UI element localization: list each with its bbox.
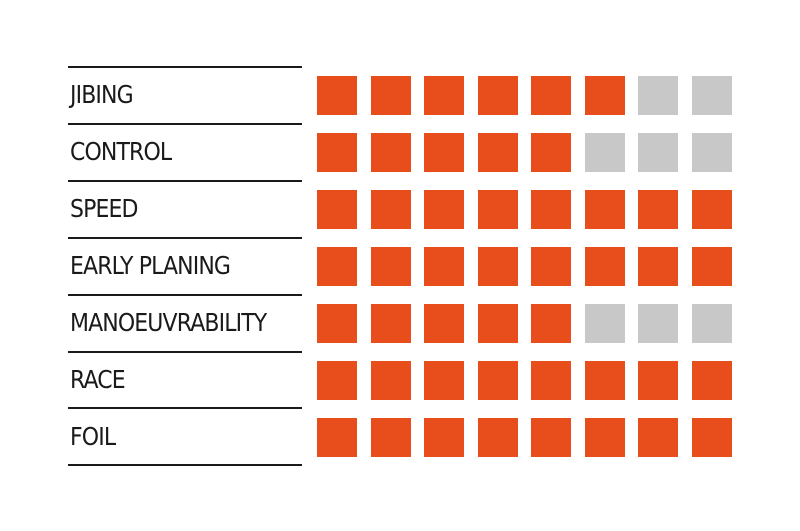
rating-square-filled: [585, 76, 625, 115]
rating-square-filled: [478, 76, 518, 115]
rating-square-filled: [638, 247, 678, 286]
category-label: SPEED: [70, 194, 138, 223]
rating-square-filled: [317, 133, 357, 172]
rating-square-filled: [585, 418, 625, 457]
rating-square-filled: [424, 133, 464, 172]
rating-square-filled: [371, 133, 411, 172]
rating-square-empty: [585, 304, 625, 343]
rating-square-filled: [371, 247, 411, 286]
rating-square-filled: [424, 304, 464, 343]
rating-square-filled: [317, 190, 357, 229]
rating-square-filled: [371, 361, 411, 400]
row-divider: [68, 464, 302, 466]
rating-square-filled: [692, 418, 732, 457]
row-divider: [68, 237, 302, 239]
rating-square-filled: [638, 361, 678, 400]
row-divider: [68, 66, 302, 68]
rating-square-empty: [638, 133, 678, 172]
rating-square-empty: [638, 76, 678, 115]
rating-square-filled: [478, 190, 518, 229]
category-label: EARLY PLANING: [70, 251, 231, 280]
rating-square-filled: [317, 361, 357, 400]
rating-square-filled: [531, 133, 571, 172]
rating-square-filled: [478, 133, 518, 172]
rating-square-filled: [531, 76, 571, 115]
rating-square-filled: [585, 190, 625, 229]
rating-square-filled: [371, 76, 411, 115]
category-label: MANOEUVRABILITY: [70, 308, 267, 337]
category-label: RACE: [70, 365, 126, 394]
rating-square-filled: [531, 418, 571, 457]
rating-square-empty: [585, 133, 625, 172]
rating-square-filled: [317, 304, 357, 343]
rating-square-filled: [585, 361, 625, 400]
category-label: FOIL: [70, 422, 116, 451]
rating-square-filled: [424, 190, 464, 229]
rating-square-filled: [424, 418, 464, 457]
rating-square-filled: [531, 304, 571, 343]
rating-square-filled: [692, 190, 732, 229]
rating-square-filled: [478, 361, 518, 400]
category-label: JIBING: [70, 80, 134, 109]
rating-square-empty: [638, 304, 678, 343]
rating-square-filled: [317, 76, 357, 115]
rating-square-filled: [531, 190, 571, 229]
rating-square-filled: [424, 361, 464, 400]
rating-square-empty: [692, 304, 732, 343]
rating-square-filled: [531, 247, 571, 286]
rating-square-filled: [638, 190, 678, 229]
row-divider: [68, 407, 302, 409]
category-label: CONTROL: [70, 137, 172, 166]
row-divider: [68, 351, 302, 353]
rating-square-filled: [424, 76, 464, 115]
rating-square-filled: [692, 247, 732, 286]
row-divider: [68, 294, 302, 296]
rating-square-filled: [424, 247, 464, 286]
rating-square-filled: [585, 247, 625, 286]
rating-square-filled: [531, 361, 571, 400]
rating-square-filled: [317, 418, 357, 457]
rating-square-empty: [692, 133, 732, 172]
rating-square-filled: [371, 304, 411, 343]
row-divider: [68, 180, 302, 182]
rating-square-filled: [478, 247, 518, 286]
rating-square-filled: [692, 361, 732, 400]
row-divider: [68, 123, 302, 125]
rating-square-filled: [371, 418, 411, 457]
rating-square-empty: [692, 76, 732, 115]
rating-square-filled: [371, 190, 411, 229]
rating-square-filled: [478, 304, 518, 343]
rating-square-filled: [478, 418, 518, 457]
rating-square-filled: [638, 418, 678, 457]
rating-square-filled: [317, 247, 357, 286]
